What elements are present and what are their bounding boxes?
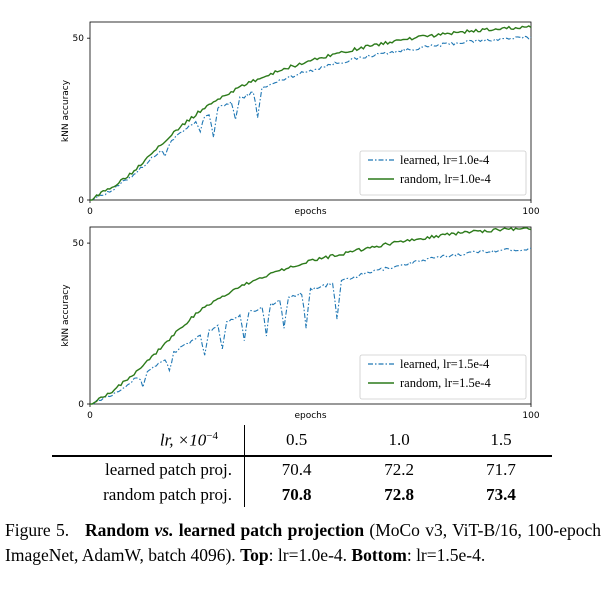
charts-figure: 0 50 0 100 epochs kNN accuracy learned, lr=1.0… bbox=[61, 21, 540, 421]
table-cell: 70.4 bbox=[281, 459, 312, 479]
y-tick-label: 50 bbox=[73, 239, 85, 249]
caption-setup: (MoCo v3, ViT-B/16, 100-epoch ImageNet, … bbox=[5, 520, 602, 565]
caption-title-1: Random bbox=[85, 520, 150, 540]
x-axis-label: epochs bbox=[294, 207, 326, 217]
series-line-random bbox=[90, 227, 532, 405]
x-tick-label: 100 bbox=[522, 411, 539, 421]
y-tick-label: 0 bbox=[78, 196, 84, 206]
plot-frame bbox=[89, 21, 532, 201]
y-tick-label: 0 bbox=[78, 400, 84, 410]
series-line-learned bbox=[90, 247, 532, 405]
table-cell: 71.7 bbox=[486, 459, 516, 479]
series-line-random bbox=[90, 25, 532, 201]
caption-top-text: lr=1.0e-4. bbox=[277, 545, 348, 565]
table-cell: 72.8 bbox=[384, 484, 414, 504]
legend-label: learned, lr=1.0e-4 bbox=[400, 153, 490, 167]
table-header-row: lr, ×10−4 0.5 1.0 1.5 bbox=[52, 425, 552, 457]
caption-bottom-text: lr=1.5e-4. bbox=[416, 545, 486, 565]
table-cell: 73.4 bbox=[486, 484, 516, 504]
table-row: learned patch proj. 70.4 72.2 71.7 bbox=[52, 456, 552, 482]
legend-label: random, lr=1.0e-4 bbox=[400, 172, 491, 186]
caption-top-label: Top bbox=[240, 545, 269, 565]
lr-header-exponent: −4 bbox=[206, 429, 218, 442]
plot-frame bbox=[89, 226, 532, 405]
results-table: lr, ×10−4 0.5 1.0 1.5 learned patch proj… bbox=[52, 425, 552, 507]
y-tick-label: 50 bbox=[73, 34, 85, 44]
table-row: random patch proj. 70.8 72.8 73.4 bbox=[52, 482, 552, 507]
caption-bottom-label: Bottom bbox=[351, 545, 407, 565]
chart-bottom: 0 50 0 100 epochs kNN accuracy learned, lr=1.5… bbox=[61, 226, 540, 421]
legend-box bbox=[359, 354, 527, 400]
legend-box bbox=[359, 150, 527, 196]
table-cell: 72.2 bbox=[384, 459, 414, 479]
x-axis-label: epochs bbox=[294, 411, 326, 421]
y-axis-label: kNN accuracy bbox=[61, 79, 71, 142]
y-axis-label: kNN accuracy bbox=[61, 284, 71, 347]
row-label: random patch proj. bbox=[52, 482, 245, 507]
series-line-learned bbox=[90, 35, 532, 201]
caption-title-2: learned patch projection bbox=[178, 520, 365, 540]
legend-label: learned, lr=1.5e-4 bbox=[400, 357, 490, 371]
figure-label: Figure 5. bbox=[5, 520, 70, 540]
lr-header-label: lr, ×10 bbox=[159, 430, 207, 450]
table-cell: 70.8 bbox=[281, 484, 312, 504]
legend-label: random, lr=1.5e-4 bbox=[400, 376, 491, 390]
row-label: learned patch proj. bbox=[52, 456, 245, 482]
x-tick-label: 0 bbox=[87, 207, 93, 217]
x-tick-label: 0 bbox=[87, 411, 93, 421]
lr-header: lr, ×10−4 bbox=[52, 425, 245, 457]
chart-top: 0 50 0 100 epochs kNN accuracy learned, lr=1.0… bbox=[61, 21, 540, 217]
figure-caption: Figure 5. Random vs. learned patch proje… bbox=[5, 520, 602, 565]
caption-title-vs: vs. bbox=[154, 520, 174, 540]
col-header: 1.0 bbox=[348, 425, 451, 457]
x-tick-label: 100 bbox=[522, 207, 539, 217]
col-header: 1.5 bbox=[450, 425, 552, 457]
col-header: 0.5 bbox=[244, 425, 349, 457]
